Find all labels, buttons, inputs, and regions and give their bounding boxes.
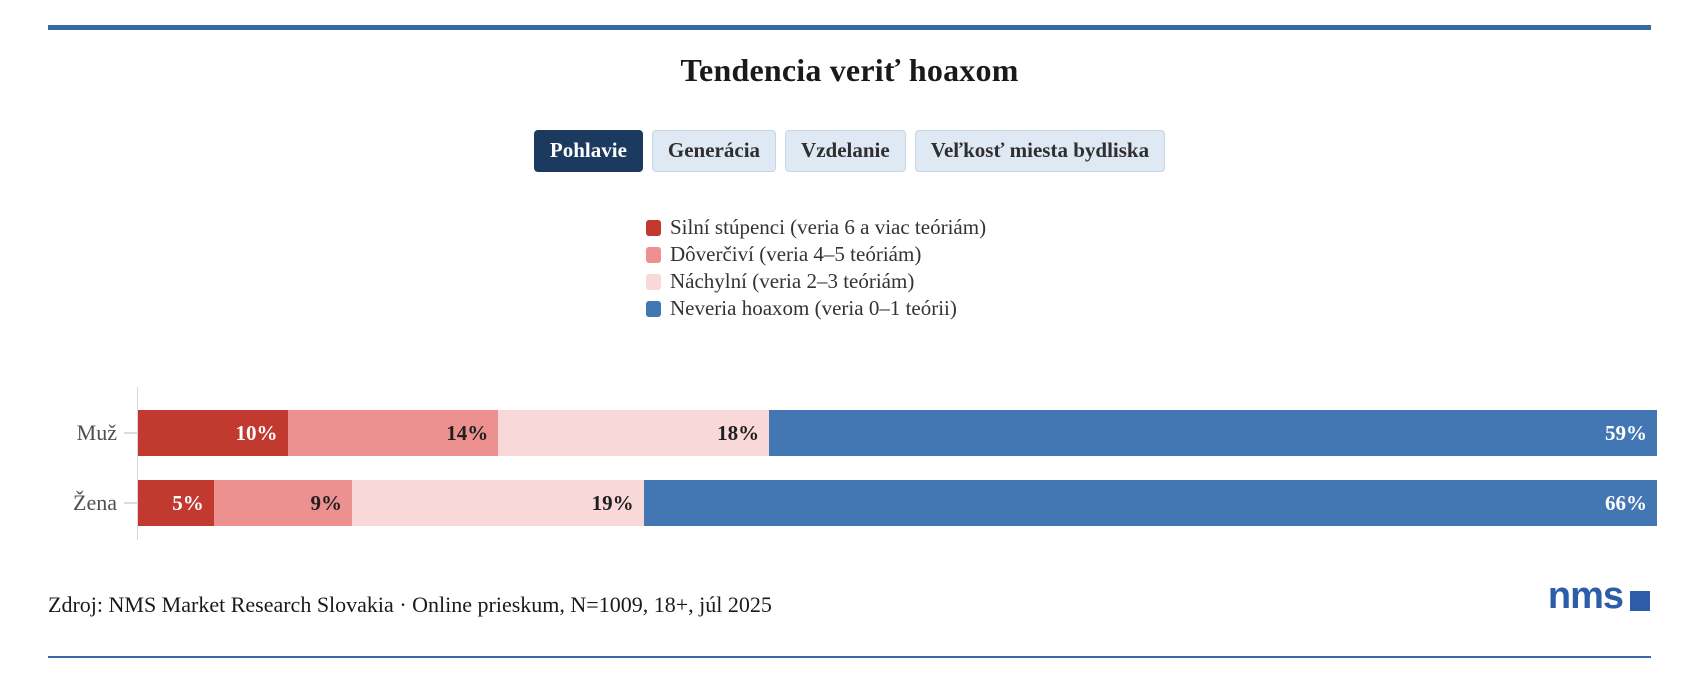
segment-value-label: 9% <box>310 490 342 515</box>
segment-value-label: 18% <box>717 420 760 445</box>
legend-item-label: Náchylní (veria 2–3 teóriám) <box>670 269 915 293</box>
bar-segment-1: 14% <box>287 410 499 456</box>
tab-3[interactable]: Veľkosť miesta bydliska <box>914 130 1166 173</box>
bar-segment-2: 18% <box>498 410 770 456</box>
legend-item-label: Silní stúpenci (veria 6 a viac teóriám) <box>670 215 987 239</box>
category-leader-line <box>124 432 137 434</box>
category-label: Žena <box>73 490 117 515</box>
legend-item-2: Náchylní (veria 2–3 teóriám) <box>646 268 986 295</box>
tab-2[interactable]: Vzdelanie <box>785 130 906 173</box>
segment-value-label: 19% <box>591 490 634 515</box>
top-divider <box>48 25 1651 30</box>
stacked-bar-chart: Muž 10% 14% 18% 59% Žena 5% 9% 19% 66% <box>48 387 1657 550</box>
stacked-bar: 10% 14% 18% 59% <box>137 410 1657 456</box>
nms-logo: nms <box>1547 575 1650 617</box>
category-label: Muž <box>76 420 117 445</box>
legend-item-0: Silní stúpenci (veria 6 a viac teóriám) <box>646 214 986 241</box>
bar-segment-0: 10% <box>137 410 288 456</box>
segment-value-label: 59% <box>1605 420 1647 445</box>
bar-segment-3: 59% <box>769 410 1657 456</box>
segment-value-label: 66% <box>1605 490 1647 515</box>
legend-item-1: Dôverčiví (veria 4–5 teóriám) <box>646 241 986 268</box>
category-cell: Žena <box>48 490 137 516</box>
legend: Silní stúpenci (veria 6 a viac teóriám) D… <box>646 214 986 322</box>
category-leader-line <box>124 502 137 504</box>
y-axis-line <box>137 387 138 540</box>
tabs: Pohlavie Generácia Vzdelanie Veľkosť miesta… <box>0 130 1699 173</box>
chart-title: Tendencia veriť hoaxom <box>680 52 1019 88</box>
bar-segment-2: 19% <box>351 480 644 526</box>
nms-logo-square-icon <box>1630 590 1650 611</box>
legend-item-label: Neveria hoaxom (veria 0–1 teórii) <box>670 296 957 320</box>
legend-swatch-icon <box>646 219 661 236</box>
stacked-bar: 5% 9% 19% 66% <box>137 480 1657 526</box>
legend-swatch-icon <box>646 300 661 317</box>
legend-swatch-icon <box>646 273 661 290</box>
source-note: Zdroj: NMS Market Research Slovakia · On… <box>48 592 772 617</box>
bar-segment-3: 66% <box>643 480 1657 526</box>
tab-0-active[interactable]: Pohlavie <box>533 130 643 173</box>
bar-segment-0: 5% <box>137 480 214 526</box>
legend-swatch-icon <box>646 246 661 263</box>
bar-segment-1: 9% <box>213 480 352 526</box>
bottom-divider <box>48 656 1651 658</box>
nms-logo-text: nms <box>1547 575 1624 617</box>
legend-item-label: Dôverčiví (veria 4–5 teóriám) <box>670 242 922 266</box>
bar-row-žena: Žena 5% 9% 19% 66% <box>48 480 1657 526</box>
segment-value-label: 14% <box>446 420 489 445</box>
segment-value-label: 5% <box>172 490 204 515</box>
category-cell: Muž <box>48 420 137 446</box>
tab-1[interactable]: Generácia <box>651 130 777 173</box>
legend-item-3: Neveria hoaxom (veria 0–1 teórii) <box>646 295 986 322</box>
segment-value-label: 10% <box>235 420 278 445</box>
bar-row-muž: Muž 10% 14% 18% 59% <box>48 410 1657 456</box>
